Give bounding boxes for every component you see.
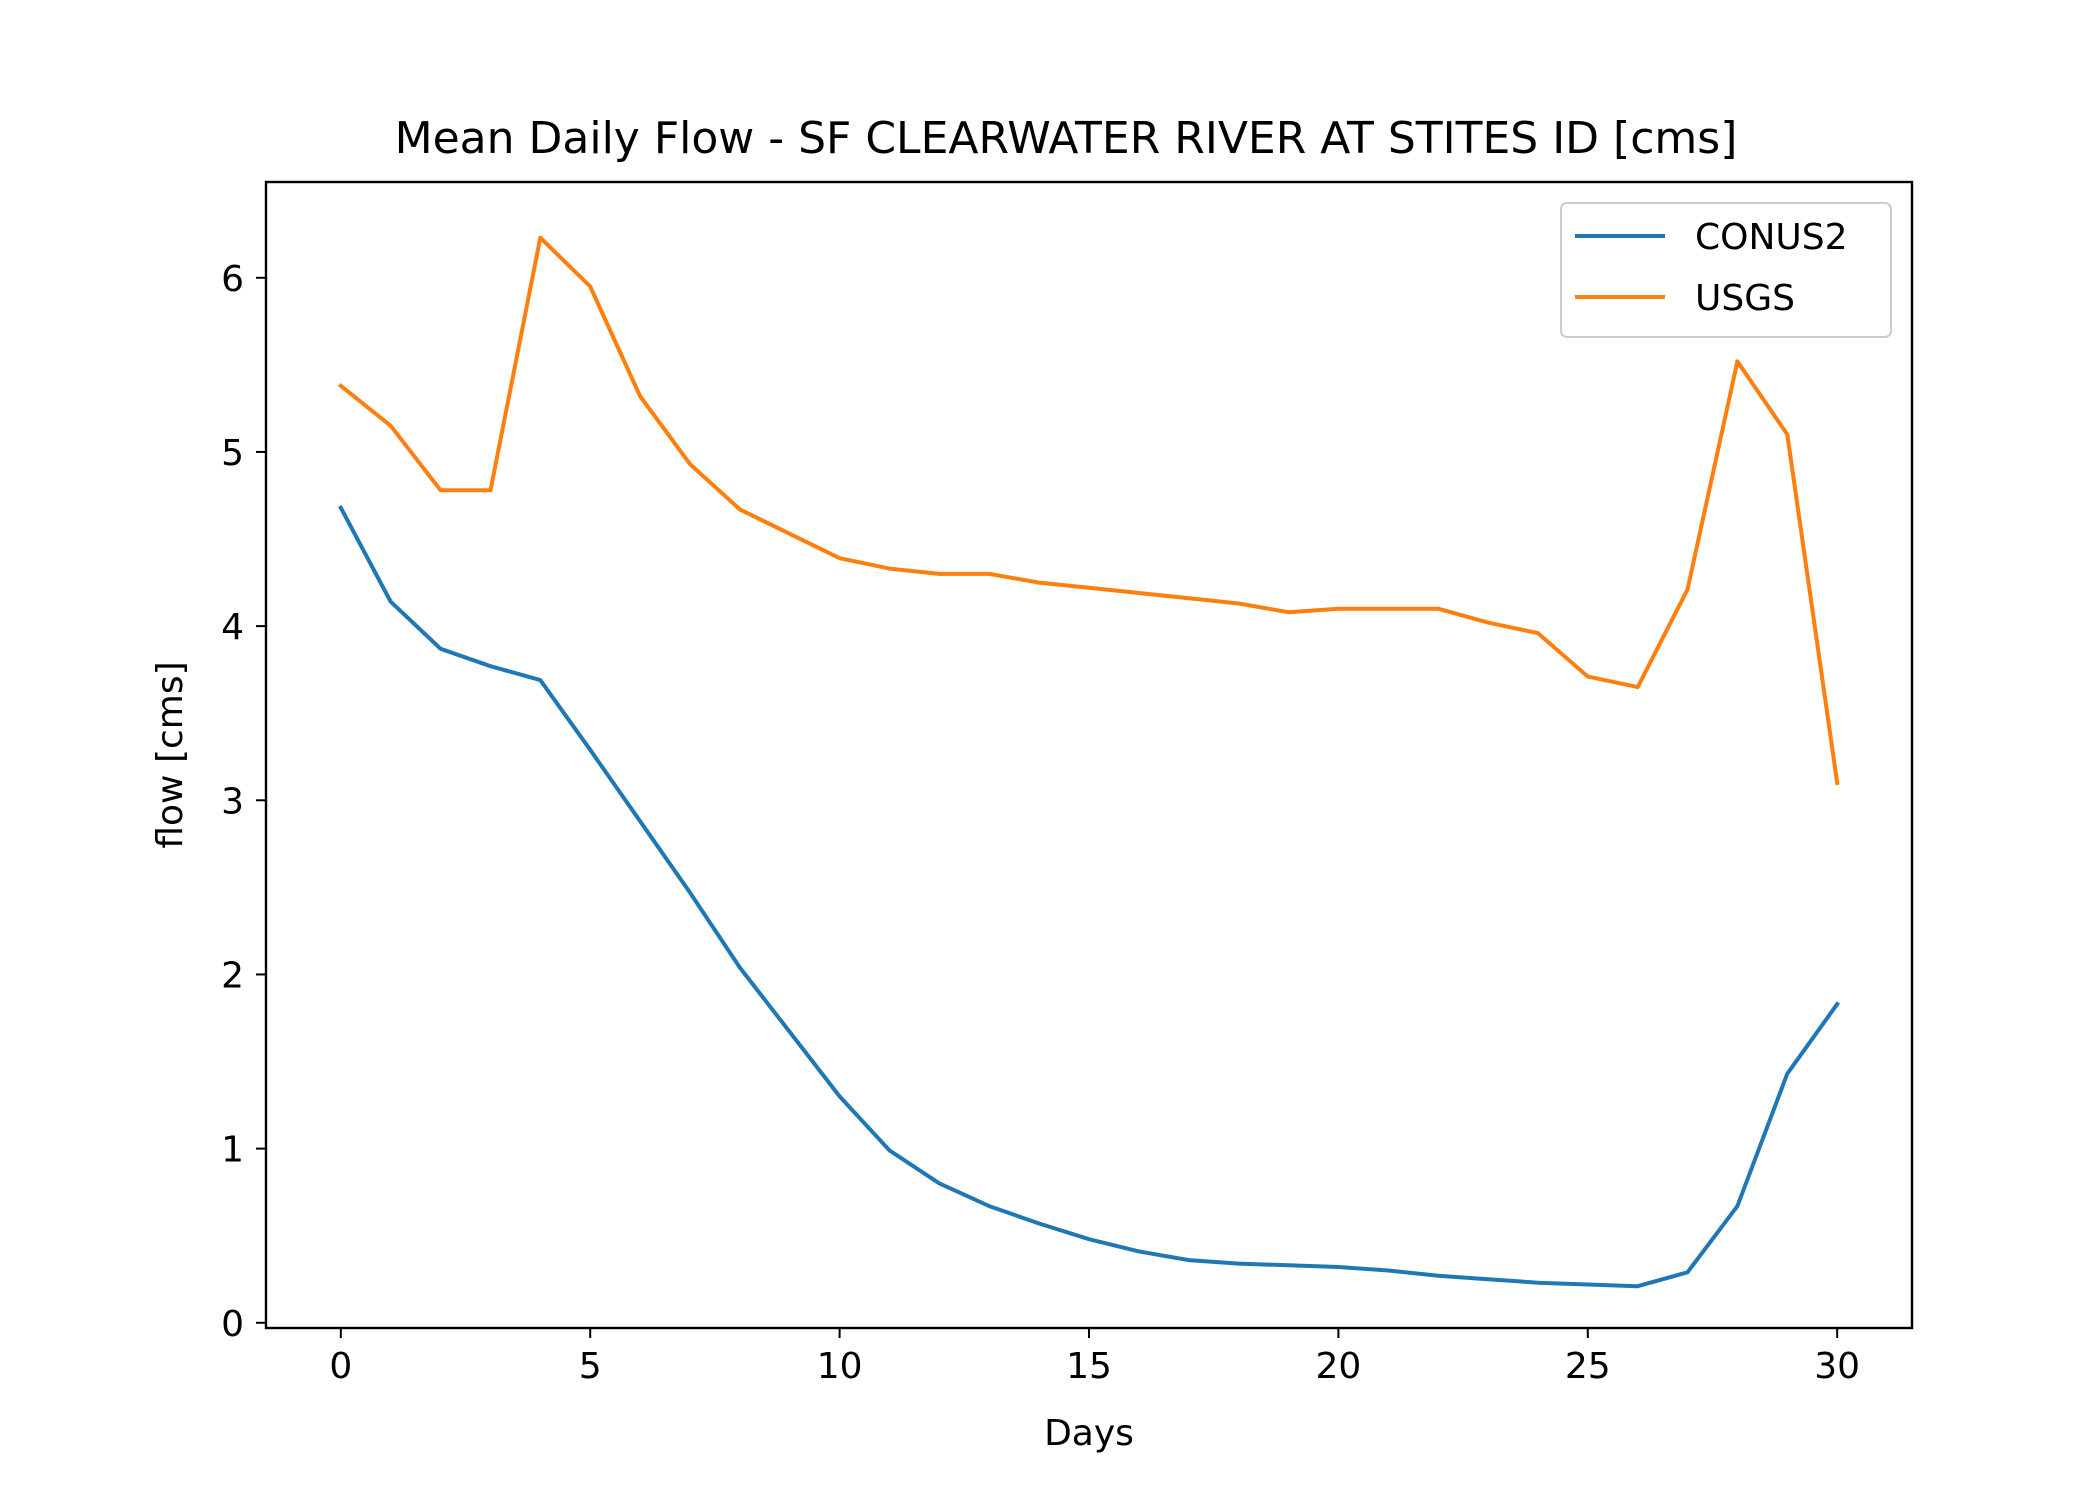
x-axis-ticks: 0 5 10 15 20 25 30 <box>329 1328 1860 1387</box>
x-tick-label: 20 <box>1315 1346 1361 1387</box>
series-layer <box>337 235 1840 1289</box>
x-tick-label: 30 <box>1814 1346 1860 1387</box>
y-tick-label: 6 <box>221 259 244 300</box>
y-tick-label: 5 <box>221 433 244 474</box>
x-tick-label: 15 <box>1066 1346 1112 1387</box>
y-tick-label: 4 <box>221 607 244 648</box>
y-tick-label: 0 <box>221 1304 244 1345</box>
plot-area-frame <box>264 180 1914 1330</box>
y-axis-label: flow [cms] <box>150 661 191 848</box>
legend-label-usgs: USGS <box>1695 278 1795 319</box>
chart-title: Mean Daily Flow - SF CLEARWATER RIVER AT… <box>395 113 1738 164</box>
x-tick-label: 25 <box>1565 1346 1611 1387</box>
legend-label-conus2: CONUS2 <box>1695 217 1848 258</box>
series-line-conus2 <box>338 504 1840 1289</box>
y-tick-label: 1 <box>221 1130 244 1171</box>
y-axis-ticks: 0 1 2 3 4 5 6 <box>221 259 266 1345</box>
legend: CONUS2 USGS <box>1560 202 1892 338</box>
x-tick-label: 5 <box>579 1346 602 1387</box>
series-line-usgs <box>337 235 1840 786</box>
x-axis-label: Days <box>1044 1413 1134 1454</box>
x-tick-label: 0 <box>329 1346 352 1387</box>
y-tick-label: 3 <box>221 781 244 822</box>
x-tick-label: 10 <box>817 1346 863 1387</box>
y-tick-label: 2 <box>221 955 244 996</box>
